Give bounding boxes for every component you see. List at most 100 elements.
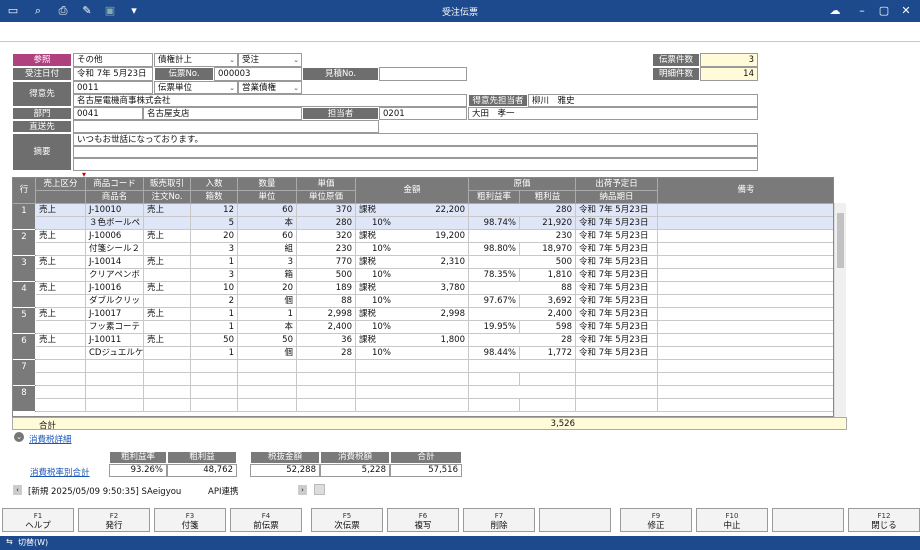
cell-deliver[interactable]: 令和 7年 5月23日 [576, 321, 658, 334]
cell-arari[interactable]: 1,772 [520, 347, 576, 360]
cell-hakosu[interactable] [191, 399, 238, 412]
cell-taxrate[interactable] [356, 373, 469, 386]
cell-tanka[interactable] [297, 360, 356, 373]
cell-stype[interactable]: 売上 [144, 282, 191, 295]
cell-name[interactable]: CDジュエルケ [86, 347, 144, 360]
cell-genka[interactable]: 88 [469, 282, 576, 295]
cell-ugenka[interactable]: 280 [297, 217, 356, 230]
cell-hakosu[interactable]: 5 [191, 217, 238, 230]
cell-tax[interactable]: 課税 2,998 [356, 308, 469, 321]
cell-tanka[interactable]: 189 [297, 282, 356, 295]
cell-unit[interactable] [238, 399, 297, 412]
row-number[interactable]: 5 [13, 308, 35, 334]
cell-genka[interactable]: 500 [469, 256, 576, 269]
cell-biko[interactable] [658, 204, 833, 217]
cell-ship[interactable] [576, 386, 658, 399]
cell-tax[interactable] [356, 386, 469, 399]
cell-name2[interactable] [36, 295, 86, 308]
cell-biko[interactable] [658, 256, 833, 269]
fkey-button-7[interactable]: F7 削除 [463, 508, 535, 532]
cell-ugenka[interactable]: 500 [297, 269, 356, 282]
cell-ugenka[interactable]: 230 [297, 243, 356, 256]
cell-sales[interactable]: 売上 [36, 204, 86, 217]
cell-hakosu[interactable]: 3 [191, 269, 238, 282]
collapse-icon[interactable]: ⌄ [14, 432, 24, 442]
cell-biko2[interactable] [658, 295, 833, 308]
tax-detail-link[interactable]: 消費税詳細 [29, 435, 72, 445]
cell-unit[interactable]: 箱 [238, 269, 297, 282]
cell-name[interactable]: ３色ボールペ [86, 217, 144, 230]
close-icon[interactable]: ✕ [901, 4, 911, 17]
cell-arari[interactable]: 3,692 [520, 295, 576, 308]
cell-arari[interactable]: 21,920 [520, 217, 576, 230]
cell-sales[interactable]: 売上 [36, 282, 86, 295]
cell-rate[interactable]: 98.80% [469, 243, 520, 256]
cell-orderno[interactable] [144, 217, 191, 230]
cell-sales[interactable] [36, 360, 86, 373]
cell-qty[interactable]: 60 [238, 230, 297, 243]
cell-biko2[interactable] [658, 217, 833, 230]
cell-tax[interactable]: 課税 1,800 [356, 334, 469, 347]
cell-hakosu[interactable]: 1 [191, 347, 238, 360]
cell-code[interactable]: J-10016 [86, 282, 144, 295]
cell-tax[interactable] [356, 360, 469, 373]
row-number[interactable]: 3 [13, 256, 35, 282]
cell-code[interactable]: J-10017 [86, 308, 144, 321]
cell-rate[interactable]: 98.74% [469, 217, 520, 230]
cell-stype[interactable]: 売上 [144, 308, 191, 321]
cell-biko[interactable] [658, 308, 833, 321]
cell-genka[interactable]: 280 [469, 204, 576, 217]
cell-name2[interactable] [36, 321, 86, 334]
row-number[interactable]: 7 [13, 360, 35, 386]
cell-biko2[interactable] [658, 321, 833, 334]
cell-orderno[interactable] [144, 243, 191, 256]
fkey-button-11[interactable] [772, 508, 844, 532]
cell-rate[interactable]: 98.44% [469, 347, 520, 360]
cell-arari[interactable] [520, 399, 576, 412]
cell-orderno[interactable] [144, 269, 191, 282]
cell-tanka[interactable]: 2,998 [297, 308, 356, 321]
fkey-button-4[interactable]: F4 前伝票 [230, 508, 302, 532]
minimize-icon[interactable]: – [859, 4, 865, 17]
cell-name2[interactable] [36, 269, 86, 282]
cell-orderno[interactable] [144, 347, 191, 360]
cell-irisu[interactable]: 1 [191, 256, 238, 269]
cell-ship[interactable]: 令和 7年 5月23日 [576, 230, 658, 243]
cell-arari[interactable] [520, 373, 576, 386]
window-icon[interactable]: ▭ [7, 4, 19, 17]
cell-qty[interactable] [238, 360, 297, 373]
kind2-select[interactable]: 受注 ⌄ [238, 53, 302, 67]
cell-deliver[interactable]: 令和 7年 5月23日 [576, 243, 658, 256]
cell-name[interactable]: クリアペンボ [86, 269, 144, 282]
mitsumori-field[interactable] [379, 67, 467, 81]
cell-stype[interactable]: 売上 [144, 334, 191, 347]
cell-qty[interactable]: 60 [238, 204, 297, 217]
cell-hakosu[interactable] [191, 373, 238, 386]
cell-name[interactable] [86, 373, 144, 386]
row-number[interactable]: 8 [13, 386, 35, 412]
tanto-name[interactable]: 柳川 雅史 [528, 94, 758, 107]
cell-biko[interactable] [658, 386, 833, 399]
cell-unit[interactable]: 本 [238, 217, 297, 230]
tool-icon[interactable]: ✎ [82, 4, 92, 17]
cell-tax[interactable]: 課税 3,780 [356, 282, 469, 295]
denpyo-no-field[interactable]: 000003 [214, 67, 302, 81]
cell-unit[interactable]: 個 [238, 295, 297, 308]
prev-arrow-icon[interactable]: ‹ [13, 485, 22, 495]
cell-qty[interactable] [238, 386, 297, 399]
cell-hakosu[interactable]: 3 [191, 243, 238, 256]
cell-code[interactable]: J-10011 [86, 334, 144, 347]
cell-name[interactable]: フッ素コーテ [86, 321, 144, 334]
fkey-button-2[interactable]: F2 発行 [78, 508, 150, 532]
switch-icon[interactable]: ⇆ [6, 537, 13, 546]
fkey-button-3[interactable]: F3 付箋 [154, 508, 226, 532]
cell-stype[interactable] [144, 386, 191, 399]
cell-hakosu[interactable]: 1 [191, 321, 238, 334]
cell-tax[interactable]: 課税 22,200 [356, 204, 469, 217]
cell-rate[interactable] [469, 373, 520, 386]
row-number[interactable]: 4 [13, 282, 35, 308]
cell-biko2[interactable] [658, 269, 833, 282]
fkey-button-12[interactable]: F12 閉じる [848, 508, 920, 532]
cell-name2[interactable] [36, 373, 86, 386]
cell-tax[interactable]: 課税 19,200 [356, 230, 469, 243]
